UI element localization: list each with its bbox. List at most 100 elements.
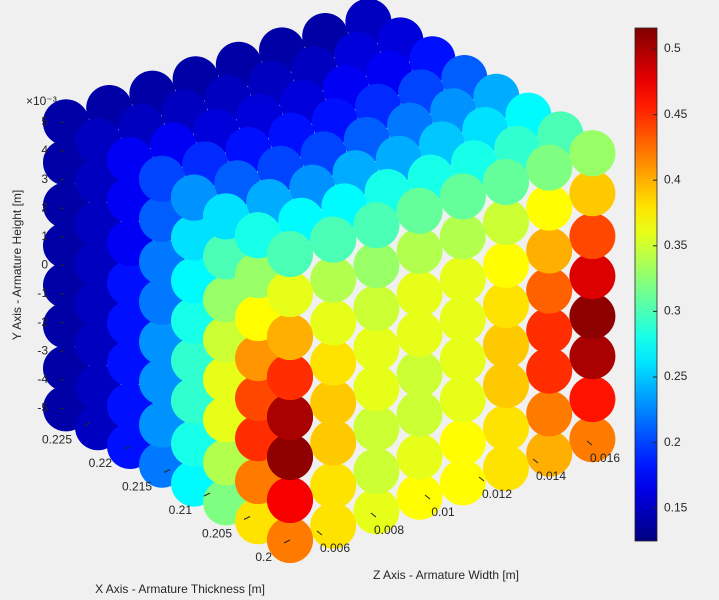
point: [569, 170, 616, 217]
point: [439, 419, 486, 466]
z-tick: [316, 530, 323, 536]
point: [439, 256, 486, 303]
colorbar: [634, 27, 658, 542]
y-tick-label: 1: [41, 229, 48, 243]
point: [483, 445, 529, 491]
x-tick: [163, 469, 171, 473]
y-tick-label: -5: [37, 401, 48, 415]
point: [439, 459, 486, 506]
y-tick-label: 3: [41, 172, 48, 186]
point: [569, 416, 616, 463]
z-tick: [424, 494, 431, 500]
point: [483, 159, 529, 205]
x-tick-label: 0.215: [122, 480, 152, 494]
z-tick-label: 0.014: [536, 469, 566, 483]
colorbar-tick-label: 0.2: [664, 435, 681, 449]
point: [396, 350, 443, 397]
point: [267, 231, 313, 277]
colorbar-tick-label: 0.15: [664, 500, 688, 514]
point: [439, 296, 486, 343]
x-tick-label: 0.22: [89, 456, 113, 470]
point: [310, 379, 357, 426]
point: [267, 271, 313, 318]
y-tick-label: -2: [37, 315, 48, 329]
point: [353, 242, 400, 289]
z-tick-label: 0.012: [482, 487, 512, 501]
point: [483, 241, 529, 288]
point: [353, 202, 400, 249]
z-tick-label: 0.008: [374, 523, 404, 537]
point: [310, 502, 357, 549]
point: [353, 405, 400, 452]
x-tick: [243, 516, 251, 520]
point: [396, 310, 443, 357]
y-tick-label: -4: [37, 372, 48, 386]
z-tick: [478, 476, 485, 482]
point: [310, 462, 357, 509]
y-tick-label: 5: [41, 115, 48, 129]
x-tick-label: 0.205: [202, 527, 232, 541]
point: [439, 213, 486, 260]
y-tick-label: -3: [37, 343, 48, 357]
point: [569, 376, 616, 423]
point: [483, 281, 529, 328]
x-tick-label: 0.225: [42, 433, 72, 447]
y-tick-label: 2: [41, 200, 48, 214]
z-tick-label: 0.01: [431, 505, 455, 519]
point: [353, 448, 400, 495]
z-tick: [532, 458, 539, 464]
colorbar-tick-label: 0.35: [664, 238, 688, 252]
colorbar-tick-label: 0.5: [664, 41, 681, 55]
point: [310, 419, 357, 466]
point: [569, 130, 616, 177]
colorbar-tick-label: 0.4: [664, 172, 681, 186]
point: [353, 325, 400, 372]
x-axis-label: X Axis - Armature Thickness [m]: [95, 582, 265, 596]
z-tick-label: 0.016: [590, 451, 620, 465]
point: [396, 270, 443, 317]
x-tick: [203, 492, 211, 497]
point: [569, 293, 616, 340]
point: [483, 362, 529, 409]
point: [569, 333, 616, 380]
x-tick-label: 0.2: [255, 550, 272, 564]
point: [353, 488, 400, 535]
y-axis-label: Y Axis - Armature Height [m]: [10, 190, 24, 341]
point: [267, 394, 313, 441]
point: [396, 187, 443, 234]
z-axis-label: Z Axis - Armature Width [m]: [373, 568, 519, 582]
y-scale-label: ×10⁻³: [26, 94, 57, 108]
x-tick: [83, 422, 91, 426]
point: [439, 336, 486, 383]
point: [569, 213, 616, 260]
point: [483, 199, 529, 246]
point: [439, 173, 486, 220]
point: [526, 144, 573, 191]
point: [569, 253, 616, 300]
point: [353, 365, 400, 412]
y-tick-label: 4: [41, 143, 48, 157]
y-tick-label: -1: [37, 286, 48, 300]
point: [483, 404, 529, 451]
point: [526, 307, 573, 354]
x-tick-label: 0.21: [169, 503, 193, 517]
z-tick-label: 0.006: [320, 541, 350, 555]
point: [526, 347, 573, 394]
z-tick: [586, 440, 593, 446]
points: [43, 0, 616, 563]
colorbar-tick-label: 0.3: [664, 304, 681, 318]
point: [439, 376, 486, 423]
point: [526, 267, 573, 314]
point: [267, 313, 313, 360]
point: [526, 430, 573, 477]
point: [310, 256, 357, 303]
z-tick: [370, 512, 377, 518]
point: [353, 285, 400, 332]
colorbar-tick-label: 0.25: [664, 369, 688, 383]
point: [267, 476, 313, 523]
x-tick: [123, 445, 131, 450]
point: [396, 390, 443, 437]
colorbar-tick-label: 0.45: [664, 107, 688, 121]
point: [526, 227, 573, 274]
